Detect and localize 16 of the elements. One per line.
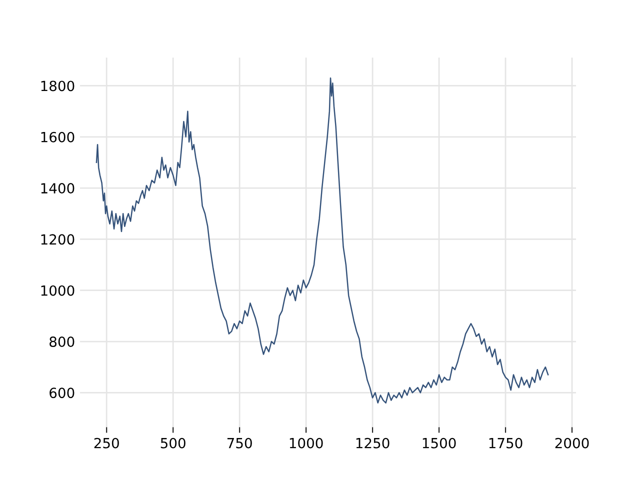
y-tick-label: 600 — [50, 388, 74, 398]
x-tick-label: 1250 — [356, 438, 390, 448]
x-tick-label: 750 — [227, 438, 252, 448]
x-tick-label: 250 — [94, 438, 119, 448]
y-tick-label: 1400 — [41, 183, 74, 194]
x-tick-label: 1500 — [422, 438, 456, 448]
x-tick-label: 500 — [160, 438, 186, 448]
y-tick-label: 1000 — [41, 285, 74, 296]
x-tick-label: 1000 — [290, 438, 323, 448]
y-tick-label: 1800 — [41, 80, 74, 92]
x-tick-label: 1750 — [489, 438, 522, 448]
y-tick-label: 1600 — [41, 132, 74, 142]
y-tick-label: 800 — [50, 336, 74, 347]
y-tick-label: 1200 — [41, 234, 74, 245]
x-tick-label: 2000 — [555, 438, 589, 448]
line-series — [96, 77, 549, 404]
